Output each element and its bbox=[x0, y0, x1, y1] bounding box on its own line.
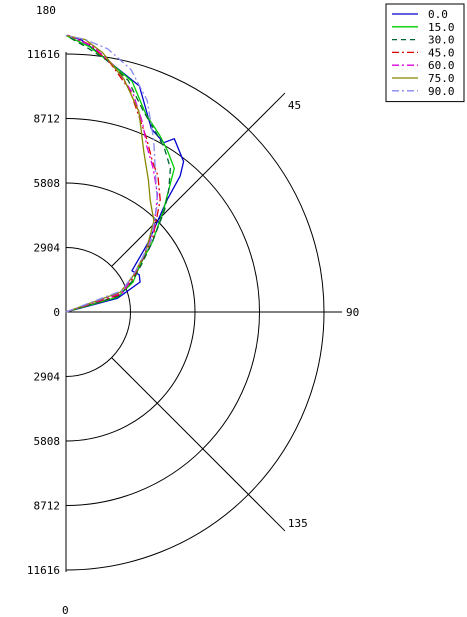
radial-tick-label: 2904 bbox=[34, 242, 61, 255]
spoke-135 bbox=[111, 357, 286, 532]
legend-label: 15.0 bbox=[428, 21, 455, 34]
angle-label-90: 90 bbox=[346, 306, 359, 319]
radial-tick-label: 8712 bbox=[34, 113, 61, 126]
legend-label: 45.0 bbox=[428, 46, 455, 59]
radial-tick-label: 11616 bbox=[27, 564, 60, 577]
legend-label: 30.0 bbox=[428, 34, 455, 47]
radial-tick-label: 5808 bbox=[34, 435, 61, 448]
legend-label: 75.0 bbox=[428, 72, 455, 85]
radial-tick-label: 11616 bbox=[27, 48, 60, 61]
series-line-90-0 bbox=[65, 34, 159, 313]
series-line-0-0 bbox=[65, 34, 185, 313]
polar-grid bbox=[65, 52, 342, 572]
series-lines bbox=[65, 33, 185, 313]
legend-box bbox=[385, 3, 465, 103]
radial-tick-label: 5808 bbox=[34, 177, 61, 190]
legend-label: 0.0 bbox=[428, 8, 448, 21]
series-line-75-0 bbox=[65, 34, 155, 313]
axis-labels: 11616 8712 5808 2904 0 2904 5808 8712 11616 180 13… bbox=[27, 4, 359, 617]
spoke-45 bbox=[111, 92, 286, 267]
legend: 0.015.030.045.060.075.090.0 bbox=[385, 3, 465, 103]
series-line-30-0 bbox=[65, 34, 172, 313]
series-line-60-0 bbox=[65, 33, 159, 313]
angle-label-180: 180 bbox=[36, 4, 56, 17]
angle-label-45: 45 bbox=[288, 99, 301, 112]
radial-tick-label: 8712 bbox=[34, 500, 61, 513]
legend-label: 60.0 bbox=[428, 59, 455, 72]
radial-tick-label: 2904 bbox=[34, 371, 61, 384]
angle-label-0: 0 bbox=[62, 604, 69, 617]
legend-label: 90.0 bbox=[428, 85, 455, 98]
angle-label-135: 135 bbox=[288, 517, 308, 530]
radial-tick-label: 0 bbox=[53, 306, 60, 319]
series-line-45-0 bbox=[65, 33, 161, 313]
